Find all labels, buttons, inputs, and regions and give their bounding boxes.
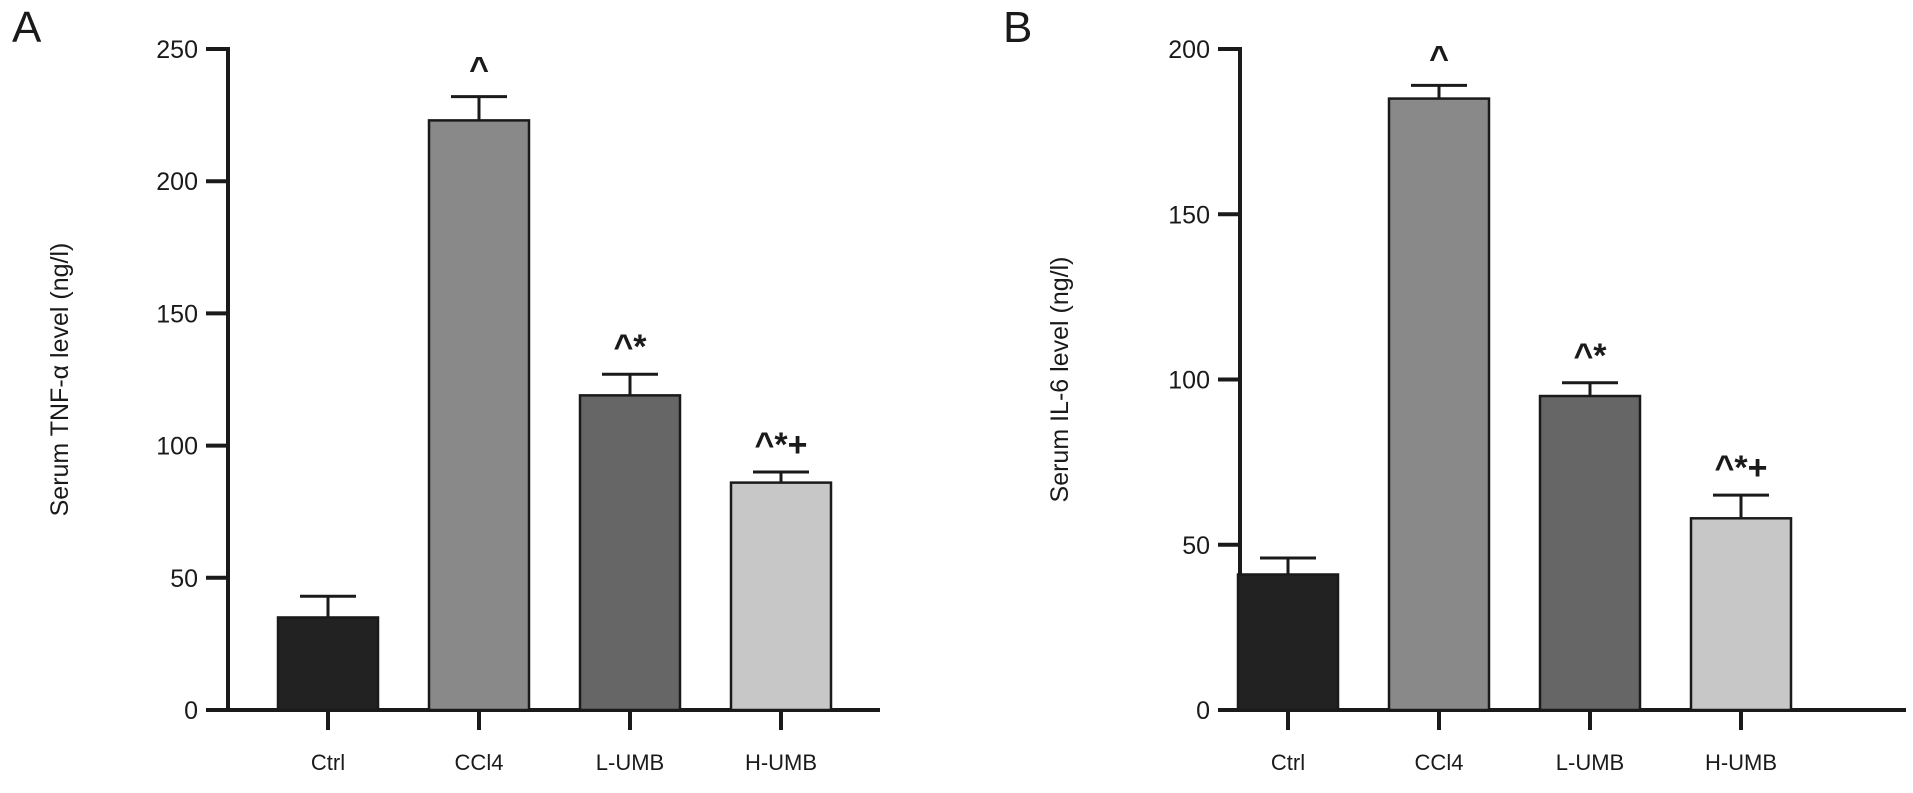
x-tick-label: H-UMB — [1705, 750, 1777, 775]
y-tick-label: 0 — [184, 697, 198, 725]
significance-marker: ^* — [1573, 337, 1607, 375]
x-tick-label: L-UMB — [596, 750, 664, 775]
significance-marker: ^* — [613, 328, 647, 366]
y-tick-label: 150 — [156, 300, 198, 328]
y-axis-label: Serum IL-6 level (ng/l) — [1046, 257, 1074, 503]
panel-label: B — [1003, 3, 1032, 52]
chart-panel-b: B Serum IL-6 level (ng/l) 0 50 100 150 200 Ctrl… — [1003, 3, 1906, 775]
significance-marker: ^ — [469, 51, 489, 89]
y-tick-label: 50 — [1182, 532, 1210, 560]
x-tick-label: H-UMB — [745, 750, 817, 775]
y-tick-label: 50 — [170, 565, 198, 593]
y-tick-label: 150 — [1168, 201, 1210, 229]
bar-ctrl — [1236, 573, 1340, 712]
y-axis-label: Serum TNF-α level (ng/l) — [46, 243, 74, 517]
y-tick-label: 250 — [156, 36, 198, 64]
bar-ccl4 — [1387, 97, 1491, 712]
chart-panel-a: A Serum TNF-α level (ng/l) 0 50 100 150 200 250… — [12, 3, 880, 775]
significance-marker: ^*+ — [1715, 449, 1768, 487]
y-tick-label: 200 — [156, 168, 198, 196]
x-tick-label: Ctrl — [1271, 750, 1305, 775]
bar-l-umb — [1538, 394, 1642, 712]
significance-marker: ^*+ — [755, 426, 808, 464]
bar-ccl4 — [427, 119, 531, 712]
y-tick-label: 0 — [1196, 697, 1210, 725]
bar-l-umb — [578, 394, 682, 712]
bar-h-umb — [1689, 517, 1793, 712]
x-tick-label: CCl4 — [1415, 750, 1464, 775]
y-tick-label: 100 — [1168, 367, 1210, 395]
x-tick-label: L-UMB — [1556, 750, 1624, 775]
bar-ctrl — [276, 616, 380, 712]
x-tick-label: Ctrl — [311, 750, 345, 775]
x-tick-label: CCl4 — [455, 750, 504, 775]
significance-marker: ^ — [1429, 39, 1449, 77]
panel-label: A — [12, 3, 42, 52]
y-tick-label: 200 — [1168, 36, 1210, 64]
y-tick-label: 100 — [156, 433, 198, 461]
bar-h-umb — [729, 481, 833, 712]
